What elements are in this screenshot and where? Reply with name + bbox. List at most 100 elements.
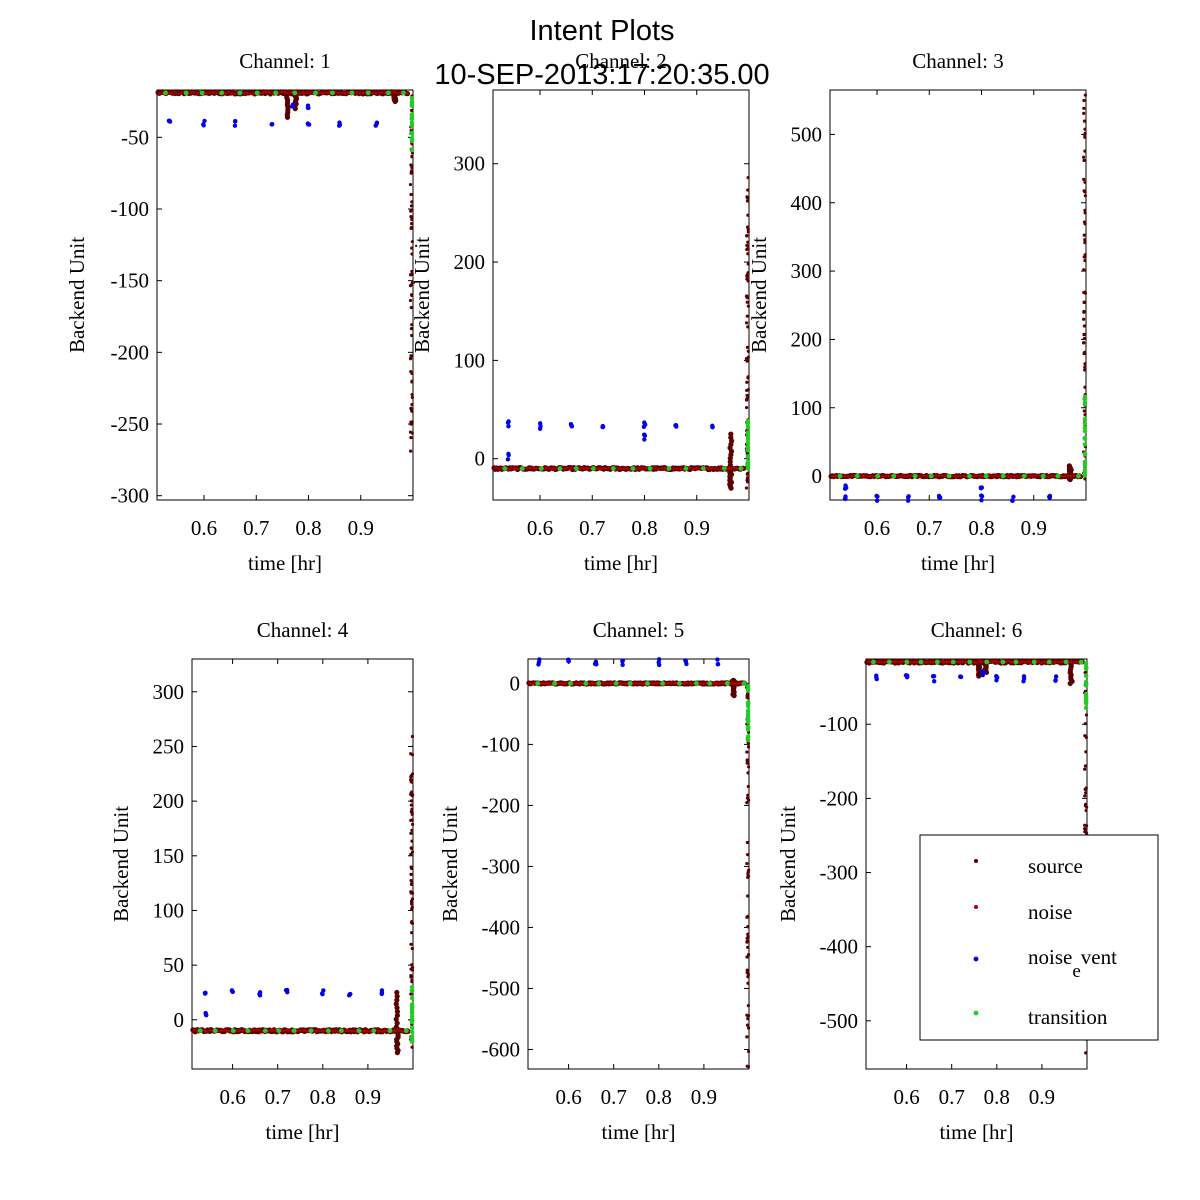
y-tick-label: -250 [111,412,150,436]
source-end-point [1082,332,1086,336]
transition-end-point [745,433,751,438]
transition-point [870,659,876,665]
noise-point [233,91,237,95]
noise-point [934,474,938,478]
source-end-point [745,345,749,349]
legend-marker-noise-event [973,956,979,962]
transition-end-point [1082,402,1088,407]
transition-point [535,681,541,686]
noise-point [956,660,959,664]
noise-point [897,474,900,478]
y-axis-label: Backend Unit [438,806,462,922]
noise-point [542,681,546,685]
noise-event-point [305,121,311,126]
noise-point [893,660,897,663]
source-end-point [410,408,414,413]
source-end-point [746,188,750,192]
noise-point [301,1029,304,1033]
noise-point [1019,474,1023,478]
noise-point [371,91,375,95]
y-tick-label: 500 [791,122,823,146]
noise-event-point [656,657,662,662]
source-end-point [746,230,750,234]
source-spike-point [1067,476,1073,483]
noise-point [547,466,551,470]
noise-event-point [930,674,936,679]
transition-point [387,1028,393,1034]
noise-point [550,467,554,471]
transition-point [891,473,897,479]
transition-point [738,466,744,471]
transition-point [912,473,918,479]
transition-point [183,90,189,96]
source-spike-point [728,485,734,491]
noise-point [242,91,246,95]
y-tick-label: 300 [791,259,823,283]
noise-point [390,90,393,94]
transition-point [946,473,952,479]
noise-point [561,682,565,686]
source-end-point [409,831,413,835]
source-end-point [1082,98,1086,103]
noise-event-point [843,494,848,499]
noise-point [720,681,724,685]
transition-point [163,90,168,96]
noise-point [622,467,626,471]
source-end-point [744,321,749,325]
source-end-point [409,449,413,453]
noise-point [1063,474,1066,478]
noise-point [321,92,325,96]
y-tick-label: 300 [454,152,486,176]
transition-end-point [745,725,751,730]
noise-point [383,91,387,95]
transition-point [237,90,243,96]
transition-end-point [409,1039,415,1044]
noise-point [1009,475,1013,478]
noise-point [380,90,384,94]
y-tick-label: -300 [820,861,859,885]
noise-event-point [233,119,238,124]
noise-point [192,91,196,94]
noise-point [731,681,735,685]
noise-point [566,467,570,470]
noise-point [597,467,601,470]
noise-point [327,90,331,94]
noise-point [401,1029,405,1033]
noise-point [663,466,667,470]
noise-point [926,660,930,664]
y-tick-label: -200 [820,786,859,810]
noise-point [956,474,960,478]
noise-point [267,90,271,94]
noise-point [1034,474,1038,478]
source-end-point [1083,149,1087,153]
transition-point [610,466,616,471]
noise-point [644,466,648,470]
noise-point [607,467,610,470]
source-end-point [409,942,413,946]
noise-point [676,467,679,470]
noise-point [1069,474,1073,478]
legend-label-noise-event: noiseevent [1028,945,1117,982]
transition-point [928,473,934,479]
source-end-point [1082,268,1086,272]
noise-point [306,1029,310,1033]
transition-end-point [1083,682,1089,687]
source-end-point [1082,336,1087,341]
x-tick-label: 0.6 [219,1085,245,1109]
noise-point [712,681,716,685]
transition-point [590,466,596,471]
legend-marker-source [974,859,978,863]
noise-point [660,467,664,470]
noise-point [360,1029,364,1033]
source-end-point [410,839,414,843]
source-end-point [410,380,414,384]
transition-end-point [409,1017,415,1023]
transition-point [666,466,672,471]
noise-point [1056,660,1060,664]
source-end-point [1084,1051,1088,1055]
noise-point [834,474,838,478]
noise-event-point [569,423,574,428]
noise-point [405,91,409,95]
noise-event-point [874,498,880,503]
source-end-point [745,955,749,959]
